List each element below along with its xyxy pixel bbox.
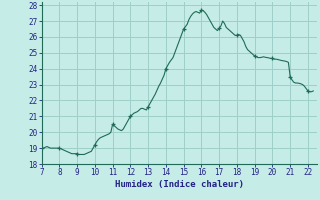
X-axis label: Humidex (Indice chaleur): Humidex (Indice chaleur): [115, 180, 244, 189]
